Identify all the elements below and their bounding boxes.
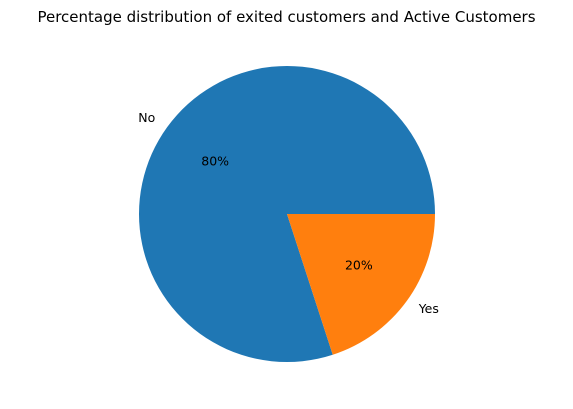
chart-title: Percentage distribution of exited custom… bbox=[37, 8, 535, 26]
pie-slice-yes bbox=[287, 214, 435, 355]
slice-label-no: No bbox=[138, 110, 155, 125]
pie-labels: No 80% Yes 20% bbox=[138, 110, 439, 316]
pie-slice-no bbox=[139, 66, 435, 363]
pct-label-yes: 20% bbox=[345, 258, 373, 273]
pie-slices bbox=[139, 66, 435, 363]
slice-label-yes: Yes bbox=[418, 301, 439, 316]
pct-label-no: 80% bbox=[201, 153, 229, 168]
